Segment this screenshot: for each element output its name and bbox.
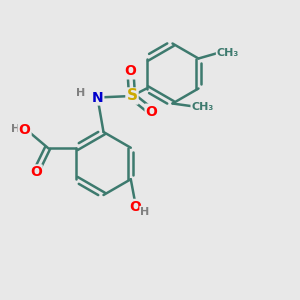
Text: O: O [129,200,141,214]
Text: S: S [127,88,137,104]
Text: H: H [11,124,20,134]
Text: H: H [76,88,85,98]
Text: CH₃: CH₃ [217,47,239,58]
Text: O: O [19,123,31,137]
Text: CH₃: CH₃ [191,101,214,112]
Text: O: O [30,165,42,179]
Text: O: O [124,64,136,78]
Text: N: N [92,91,103,104]
Text: H: H [140,207,149,217]
Text: O: O [146,105,158,118]
